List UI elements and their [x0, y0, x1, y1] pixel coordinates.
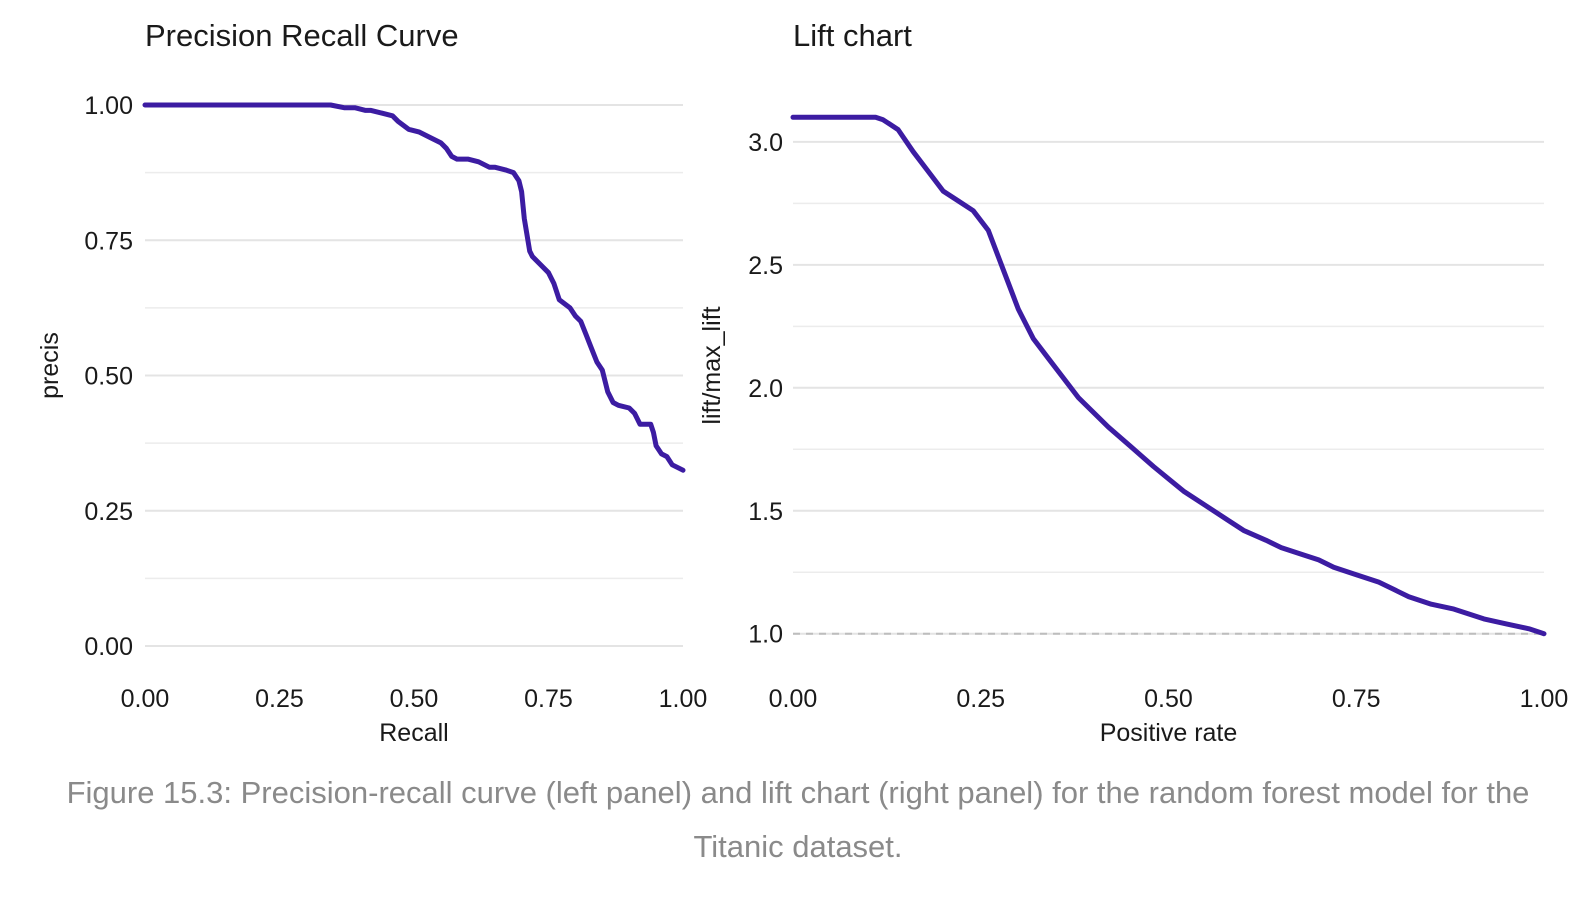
- y-tick-label: 0.00: [84, 633, 133, 661]
- y-tick-label: 0.75: [84, 227, 133, 255]
- lift-chart-panel: 1.0 1.5 2.0 2.5 3.0 0.00 0.25 0.50 0.75 1.00 Lift …: [698, 18, 1568, 747]
- precision-recall-panel: 0.00 0.25 0.50 0.75 1.00 0.00 0.25 0.50 0.75 1.00…: [36, 18, 707, 747]
- y-tick-label: 1.00: [84, 92, 133, 120]
- x-tick-label: 0.75: [1332, 685, 1381, 713]
- x-tick-label: 1.00: [659, 685, 708, 713]
- series-line: [790, 114, 1547, 637]
- y-tick-label: 3.0: [748, 129, 783, 157]
- series-line: [142, 102, 686, 473]
- y-tick-label: 1.0: [748, 621, 783, 649]
- y-tick-label: 0.50: [84, 363, 133, 391]
- x-tick-label: 0.50: [390, 685, 439, 713]
- x-axis-label: Recall: [379, 719, 448, 747]
- figure-panels: 0.000.250.500.751.000.00 0.25 0.50 0.75 1.00…: [36, 18, 1568, 747]
- chart-title: Lift chart: [793, 18, 912, 53]
- x-tick-label: 1.00: [1520, 685, 1569, 713]
- x-tick-label: 0.50: [1144, 685, 1193, 713]
- x-tick-label: 0.75: [524, 685, 573, 713]
- y-axis-label: precis: [36, 332, 64, 399]
- y-tick-label: 1.5: [748, 498, 783, 526]
- x-axis-label: Positive rate: [1100, 719, 1238, 747]
- x-tick-label: 0.00: [121, 685, 170, 713]
- y-axis-label: lift/max_lift: [698, 306, 726, 424]
- figure-caption: Figure 15.3: Precision-recall curve (lef…: [66, 775, 1530, 864]
- x-tick-label: 0.25: [956, 685, 1005, 713]
- x-tick-label: 0.25: [255, 685, 304, 713]
- y-tick-label: 2.0: [748, 375, 783, 403]
- x-tick-label: 0.00: [769, 685, 818, 713]
- y-tick-label: 2.5: [748, 252, 783, 280]
- chart-title: Precision Recall Curve: [145, 18, 459, 53]
- y-tick-label: 0.25: [84, 498, 133, 526]
